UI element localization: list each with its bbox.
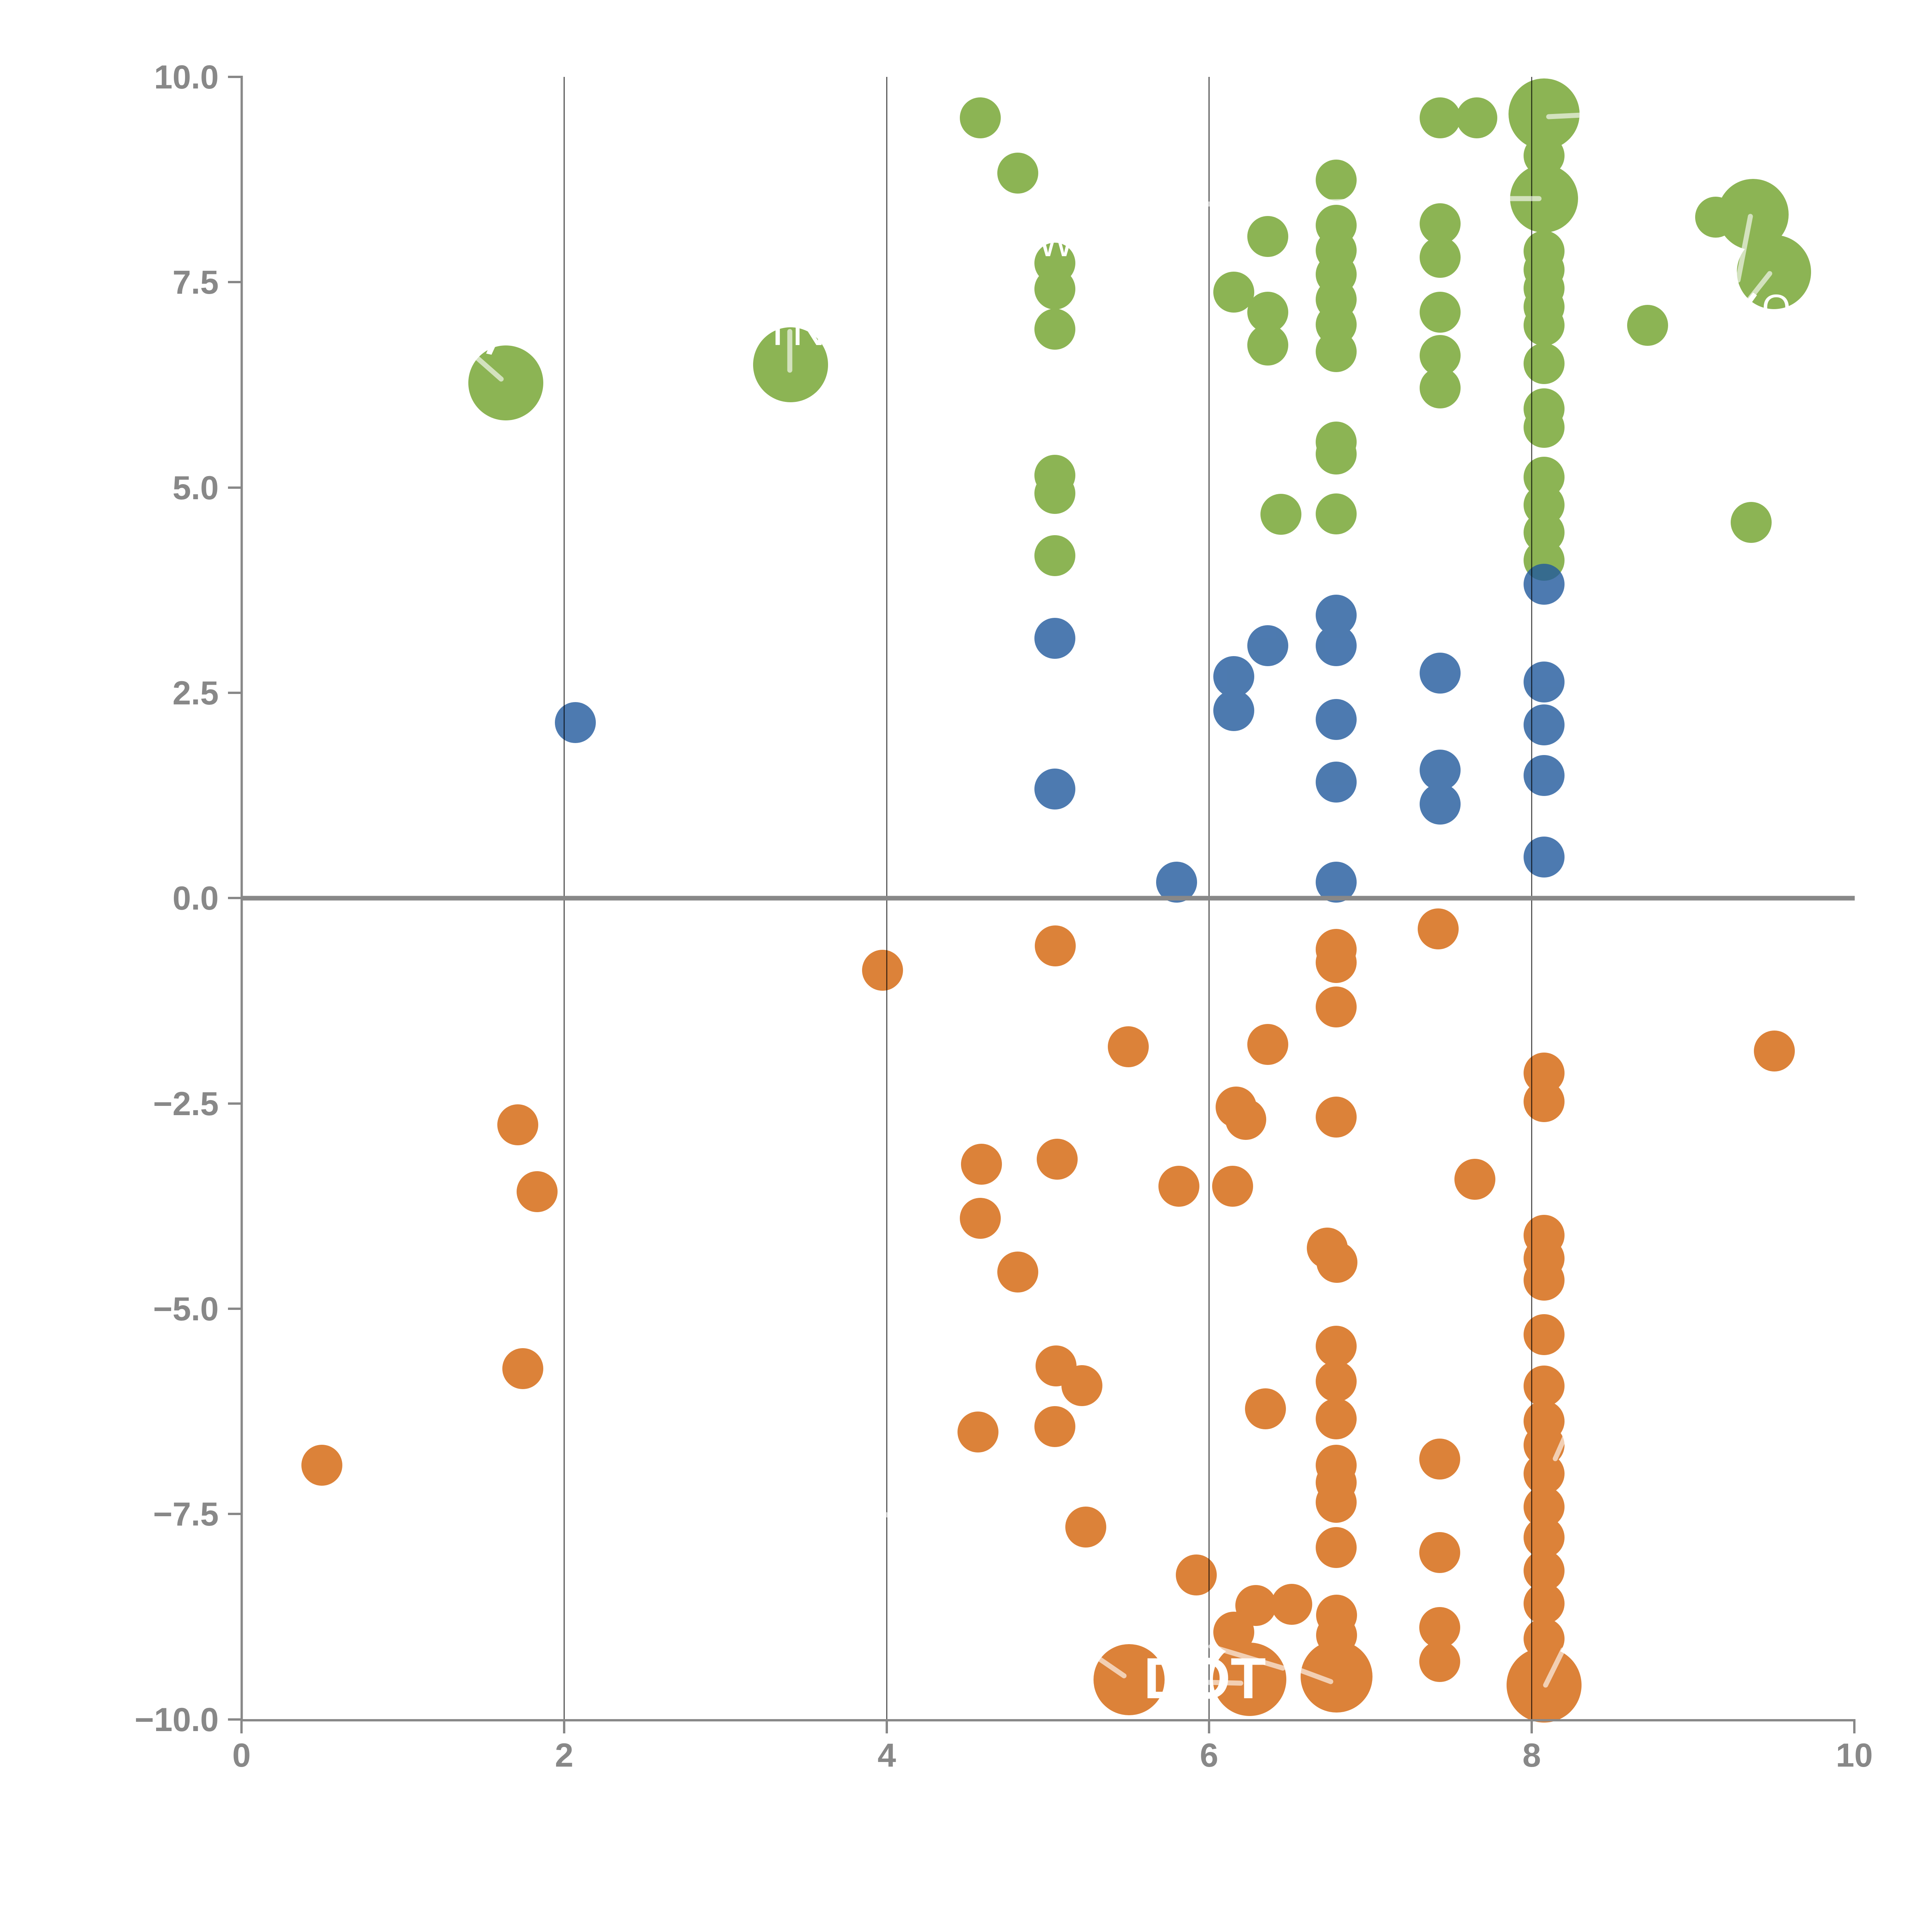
svg-text:2.5: 2.5 (172, 675, 219, 712)
svg-text:5.0: 5.0 (172, 469, 219, 507)
svg-text:7.5: 7.5 (172, 264, 219, 301)
svg-text:8: 8 (1522, 1737, 1541, 1774)
svg-text:4: 4 (878, 1737, 896, 1774)
svg-text:−2.5: −2.5 (153, 1085, 219, 1122)
svg-text:−5.0: −5.0 (153, 1291, 219, 1328)
svg-text:DOT: DOT (1144, 1646, 1266, 1711)
svg-text:−7.5: −7.5 (153, 1496, 219, 1533)
svg-text:TN: TN (764, 303, 825, 355)
svg-text:2: 2 (555, 1737, 573, 1774)
svg-text:W: W (1038, 221, 1075, 265)
svg-text:0: 0 (232, 1737, 251, 1774)
svg-text:10.0: 10.0 (154, 59, 219, 96)
svg-text:−10.0: −10.0 (134, 1701, 219, 1738)
svg-text:0.0: 0.0 (172, 880, 219, 917)
svg-text:O: O (1762, 287, 1791, 328)
svg-text:10: 10 (1836, 1737, 1873, 1774)
svg-text:6: 6 (1200, 1737, 1218, 1774)
